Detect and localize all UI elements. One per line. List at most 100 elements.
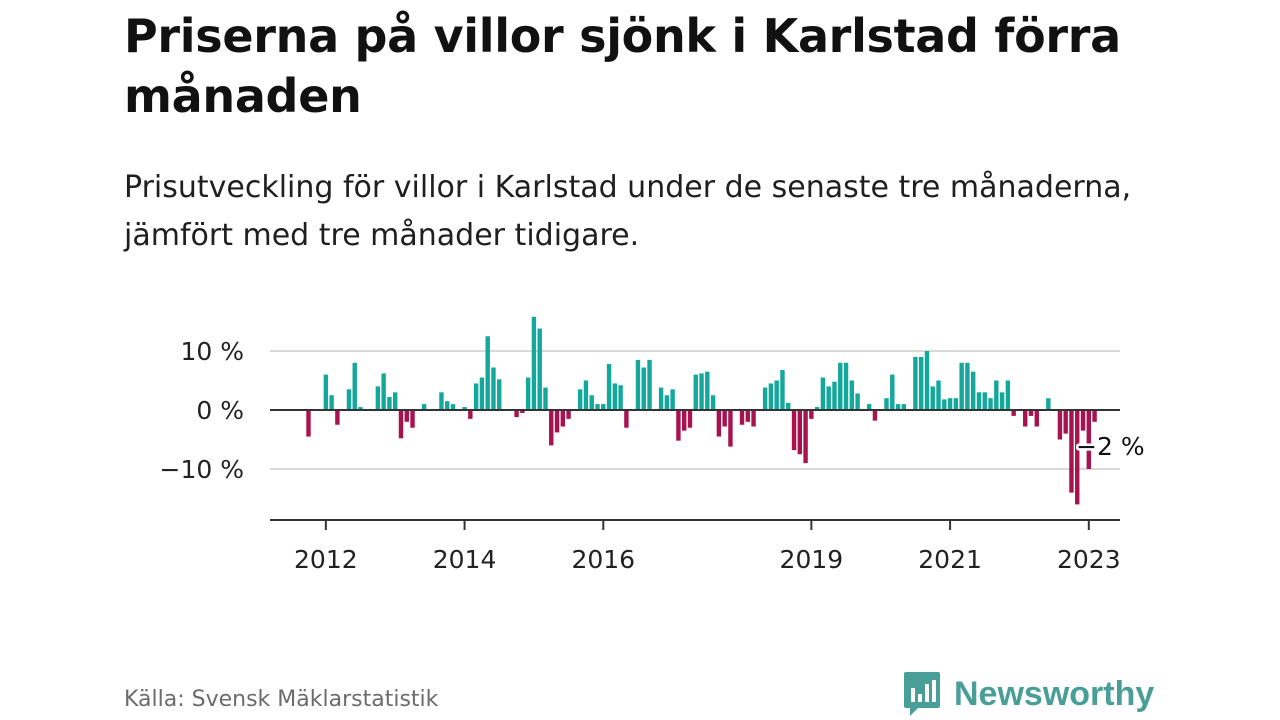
bar [814, 407, 820, 410]
bar [959, 362, 964, 410]
bars [306, 316, 1097, 505]
bar [884, 398, 889, 410]
bar [855, 393, 860, 410]
bar [803, 410, 808, 464]
bar [890, 374, 895, 410]
bar [589, 395, 594, 410]
bar [606, 363, 612, 410]
bar [601, 404, 606, 410]
bar [329, 395, 334, 410]
newsworthy-logo-icon [904, 672, 940, 716]
bar [1005, 380, 1011, 410]
bar [468, 410, 473, 419]
bar [826, 386, 831, 410]
bar [352, 362, 357, 410]
bar [780, 369, 785, 410]
bar [791, 410, 797, 451]
bar [797, 410, 802, 455]
bar [1063, 410, 1068, 434]
bar [618, 385, 623, 410]
bar [982, 392, 987, 410]
bar [838, 362, 843, 410]
brand-name: Newsworthy [954, 675, 1155, 713]
x-axis-labels: 2012 2014 2016 2019 2021 2023 [294, 545, 1121, 574]
bar [971, 371, 976, 410]
bar-chart: 10 % 0 % −10 % 2012 2014 2016 2019 2021 2023 −2… [160, 316, 1148, 574]
chart-subtitle: Prisutveckling för villor i Karlstad und… [124, 170, 1132, 253]
bar [635, 359, 641, 410]
bar [924, 351, 930, 410]
bar [965, 362, 970, 410]
bar [751, 410, 756, 427]
bar [1057, 410, 1063, 440]
bar [393, 392, 398, 410]
bar [809, 410, 814, 419]
bar [999, 392, 1005, 410]
bar [560, 410, 566, 427]
x-tick-label: 2019 [780, 545, 844, 574]
bar [843, 362, 849, 410]
bar [439, 392, 444, 410]
bar [768, 383, 774, 410]
bar [473, 383, 479, 410]
bar [901, 404, 907, 410]
bar [624, 410, 629, 428]
bar [531, 316, 537, 410]
bar [375, 386, 381, 410]
source-note: Källa: Svensk Mäklarstatistik [124, 687, 439, 712]
bar [872, 410, 878, 421]
bar [1092, 410, 1097, 422]
bar [682, 410, 687, 431]
bar [566, 410, 571, 419]
bar [554, 410, 560, 433]
bar [1028, 410, 1034, 416]
bar [699, 373, 704, 410]
bar [1069, 410, 1074, 493]
bar [820, 377, 826, 410]
bar [1023, 410, 1028, 427]
y-tick-label: 0 % [196, 396, 244, 425]
bar [918, 356, 924, 410]
bar [664, 395, 670, 410]
bar [994, 380, 999, 410]
bar [716, 410, 722, 437]
bar [866, 404, 872, 410]
bar [641, 367, 646, 410]
bar [450, 404, 456, 410]
x-tick-label: 2023 [1057, 545, 1121, 574]
bar [445, 401, 450, 410]
x-tick-label: 2016 [571, 545, 635, 574]
bar [913, 356, 918, 410]
bar [583, 380, 589, 410]
chart-title: Priserna på villor sjönk i Karlstad förr… [124, 9, 1121, 123]
bar [335, 410, 340, 425]
bar [595, 404, 600, 410]
bar [930, 386, 935, 410]
bar [491, 367, 496, 410]
bar [670, 389, 675, 410]
annotations: −2 % [1074, 430, 1148, 464]
y-tick-label: 10 % [180, 337, 244, 366]
bar [404, 410, 409, 422]
y-tick-label: −10 % [160, 455, 244, 484]
bar [514, 410, 519, 418]
bar [936, 380, 941, 410]
bar [739, 410, 745, 425]
bar [1075, 410, 1080, 505]
bar [1034, 410, 1039, 427]
bar [577, 389, 583, 410]
bar [421, 404, 427, 410]
bar [658, 387, 664, 410]
bar [1086, 410, 1091, 469]
bar [485, 336, 490, 410]
y-axis-labels: 10 % 0 % −10 % [160, 337, 244, 484]
bar [612, 383, 618, 410]
bar [832, 381, 837, 410]
bar [728, 410, 733, 447]
x-tick-label: 2021 [918, 545, 982, 574]
brand[interactable]: Newsworthy [902, 670, 1154, 718]
bar [762, 387, 768, 410]
bar [358, 407, 363, 410]
bar [520, 410, 525, 413]
bar [953, 398, 959, 410]
